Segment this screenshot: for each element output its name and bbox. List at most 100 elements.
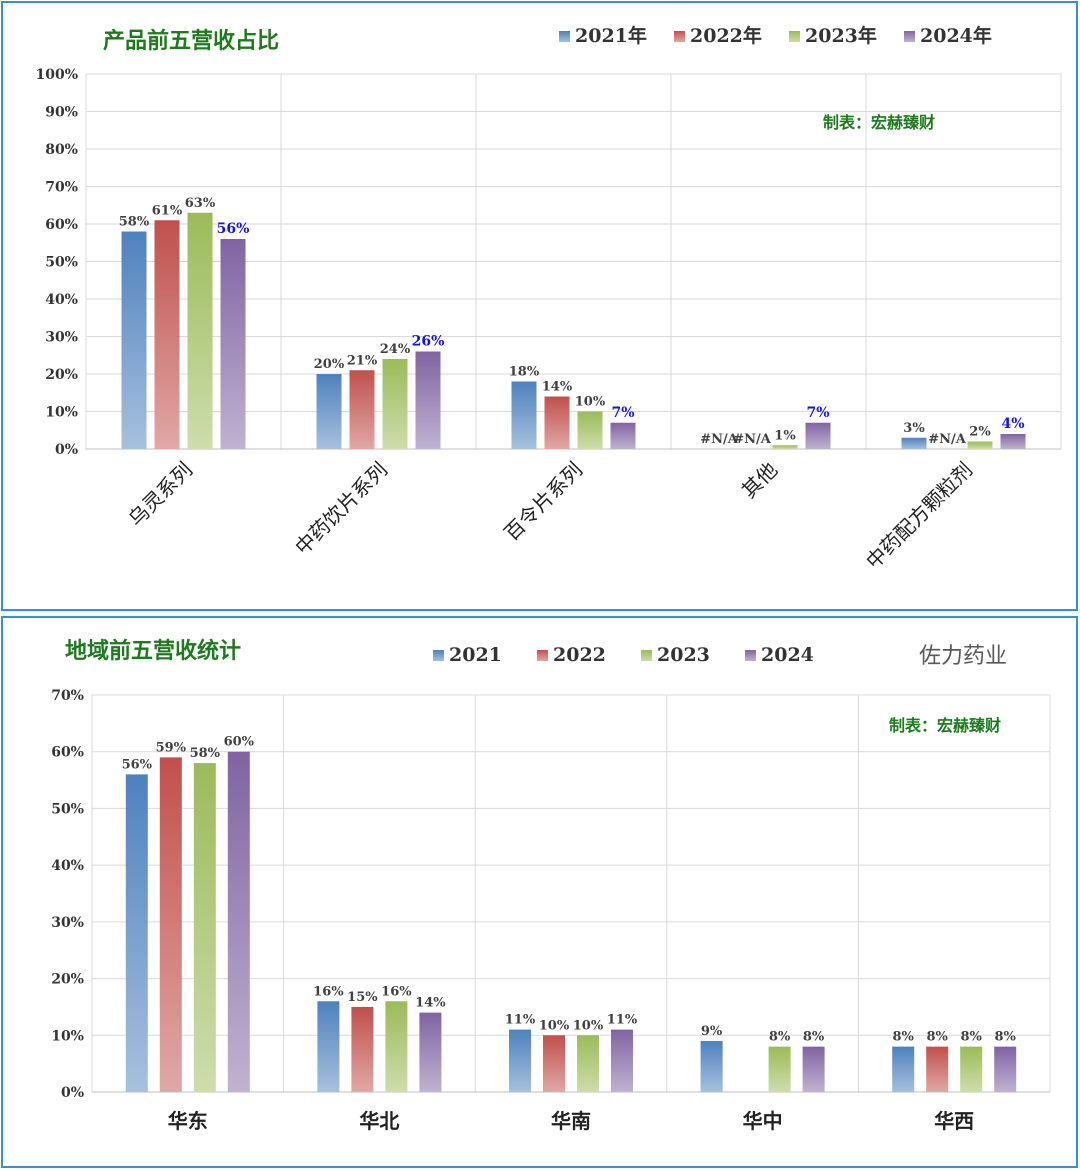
legend-entry: 2021年 <box>575 24 647 47</box>
bar <box>901 437 927 449</box>
data-label: 10% <box>573 1018 604 1033</box>
data-label: 14% <box>542 380 573 395</box>
bar <box>187 212 213 449</box>
bar <box>960 1046 983 1092</box>
data-label: #N/A <box>700 432 739 447</box>
bar <box>577 1035 599 1092</box>
chart-credit: 制表：宏赫臻财 <box>823 113 935 132</box>
product-revenue-chart-panel: 产品前五营收占比 2021年 2022年 2023年 2024年 0% 10% 20% 30… <box>1 1 1078 611</box>
bar <box>415 351 441 449</box>
bar <box>511 381 537 449</box>
chart-credit: 制表：宏赫臻财 <box>889 716 1001 735</box>
y-tick-label: 60% <box>45 217 78 233</box>
category-label: 华南 <box>551 1109 591 1133</box>
legend-entry: 2021 <box>449 644 502 666</box>
bar <box>805 422 831 449</box>
bar <box>385 1001 408 1092</box>
category-label: 百令片系列 <box>499 458 587 546</box>
data-label: 16% <box>381 984 412 999</box>
data-label: 8% <box>892 1030 914 1045</box>
data-label: 11% <box>607 1013 638 1028</box>
bar <box>349 370 375 449</box>
data-label: 16% <box>313 984 344 999</box>
data-label: 15% <box>347 990 378 1005</box>
y-tick-label: 70% <box>51 688 84 704</box>
y-tick-label: 50% <box>51 801 84 817</box>
category-label: 其他 <box>737 458 782 503</box>
legend-swatch <box>904 31 915 42</box>
data-label: 11% <box>505 1013 536 1028</box>
legend-swatch <box>641 650 652 661</box>
data-label: 24% <box>380 342 411 357</box>
bar <box>610 422 636 449</box>
data-label: 60% <box>224 735 255 750</box>
legend: 2021 2022 2023 2024 <box>433 644 814 666</box>
bar <box>125 774 148 1092</box>
data-label: 7% <box>806 405 829 421</box>
bar <box>926 1046 949 1092</box>
data-label: 3% <box>903 421 925 436</box>
bar <box>768 1046 791 1092</box>
y-tick-label: 10% <box>51 1028 84 1044</box>
chart-title: 产品前五营收占比 <box>103 28 279 54</box>
data-label: #N/A <box>928 432 967 447</box>
company-name: 佐力药业 <box>919 644 1007 669</box>
category-label: 华北 <box>359 1109 399 1133</box>
bar <box>611 1029 633 1092</box>
bar <box>1000 434 1026 449</box>
region-revenue-chart-panel: 地域前五营收统计 佐力药业 2021 2022 2023 2024 0% 10% 20% 3… <box>1 616 1078 1168</box>
data-label: 20% <box>314 357 345 372</box>
legend-entry: 2024 <box>761 644 814 666</box>
y-tick-label: 20% <box>51 972 84 988</box>
data-label: 4% <box>1001 416 1024 432</box>
y-tick-label: 100% <box>35 67 78 83</box>
bar <box>227 751 250 1092</box>
data-label: 21% <box>347 353 378 368</box>
data-label: 8% <box>926 1030 948 1045</box>
legend-swatch <box>745 650 756 661</box>
bar <box>419 1012 442 1092</box>
bars: 58%61% 63%56% 乌灵系列 20% 21%24% 26% 中药饮片系列 18%14%… <box>119 196 1026 574</box>
data-label: 59% <box>156 740 187 755</box>
bar <box>121 231 147 449</box>
bar <box>994 1046 1017 1092</box>
legend-entry: 2024年 <box>920 24 992 47</box>
y-tick-label: 30% <box>51 915 84 931</box>
data-label: 56% <box>122 757 153 772</box>
bar <box>772 445 798 449</box>
y-tick-label: 0% <box>55 442 78 458</box>
y-tick-label: 50% <box>45 255 78 271</box>
legend: 2021年 2022年 2023年 2024年 <box>559 24 992 47</box>
legend-swatch <box>559 31 570 42</box>
y-tick-label: 20% <box>45 367 78 383</box>
legend-swatch <box>674 31 685 42</box>
y-tick-label: 10% <box>45 405 78 421</box>
legend-entry: 2022 <box>553 644 606 666</box>
y-tick-label: 40% <box>51 858 84 874</box>
y-tick-label: 70% <box>45 180 78 196</box>
legend-swatch <box>789 31 800 42</box>
legend-swatch <box>433 650 444 661</box>
y-tick-label: 60% <box>51 745 84 761</box>
data-label: 2% <box>969 425 991 440</box>
bar <box>351 1006 374 1092</box>
category-label: 华中 <box>743 1109 783 1133</box>
category-label: 华西 <box>934 1109 974 1133</box>
data-label: 8% <box>994 1030 1016 1045</box>
bar <box>543 1035 565 1092</box>
data-label: 10% <box>575 395 606 410</box>
legend-entry: 2022年 <box>690 24 762 47</box>
data-label: 56% <box>217 221 250 237</box>
bar <box>967 441 993 449</box>
data-label: 8% <box>769 1030 791 1045</box>
legend-swatch <box>537 650 548 661</box>
data-label: 10% <box>539 1018 570 1033</box>
data-label: 58% <box>119 215 150 230</box>
category-label: 中药饮片系列 <box>290 458 392 560</box>
data-label: 18% <box>509 365 540 380</box>
bar <box>193 763 216 1092</box>
gridlines: 0% 10% 20% 30% 40% 50% 60% 70% <box>51 688 1051 1101</box>
bar <box>544 396 570 449</box>
bar <box>154 220 180 449</box>
